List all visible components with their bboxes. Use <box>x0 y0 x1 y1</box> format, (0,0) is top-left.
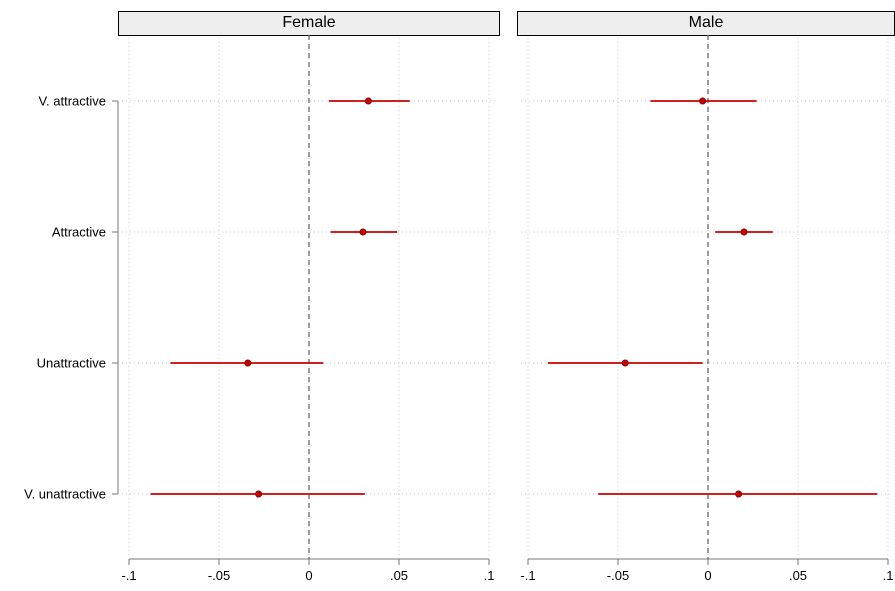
panel-title: Female <box>282 14 335 31</box>
estimate-point-v-attractive <box>364 97 372 105</box>
x-tick-label: -.05 <box>208 568 230 583</box>
estimate-point-attractive <box>740 228 748 236</box>
x-tick-label: 0 <box>305 568 312 583</box>
estimate-point-unattractive <box>621 359 629 367</box>
x-tick-label: -.1 <box>520 568 535 583</box>
x-tick-label: .05 <box>390 568 408 583</box>
category-label-v-attractive: V. attractive <box>39 94 106 109</box>
panel-header <box>517 11 895 36</box>
category-label-v-unattractive: V. unattractive <box>24 487 106 502</box>
estimate-point-unattractive <box>244 359 252 367</box>
x-tick-label: .1 <box>883 568 894 583</box>
panel-title: Male <box>689 14 724 31</box>
x-tick-label: -.1 <box>121 568 136 583</box>
x-tick-label: .1 <box>484 568 495 583</box>
category-axis: V. attractive Attractive Unattractive V. un… <box>24 94 119 502</box>
estimate-point-v-attractive <box>699 97 707 105</box>
x-tick-label: .05 <box>789 568 807 583</box>
estimate-point-v-unattractive <box>735 490 743 498</box>
panel-female: Female -.1 -.05 0 .05 .1 <box>118 11 500 583</box>
category-label-attractive: Attractive <box>52 225 106 240</box>
facet-panels: Female -.1 -.05 0 .05 .1 Male -.1 -.05 0 .05 .1 <box>118 11 895 583</box>
estimate-point-v-unattractive <box>255 490 263 498</box>
x-tick-label: -.05 <box>607 568 629 583</box>
estimate-point-attractive <box>359 228 367 236</box>
panel-male: Male -.1 -.05 0 .05 .1 <box>517 11 895 583</box>
category-label-unattractive: Unattractive <box>37 356 106 371</box>
panel-header <box>118 11 500 36</box>
x-tick-label: 0 <box>704 568 711 583</box>
